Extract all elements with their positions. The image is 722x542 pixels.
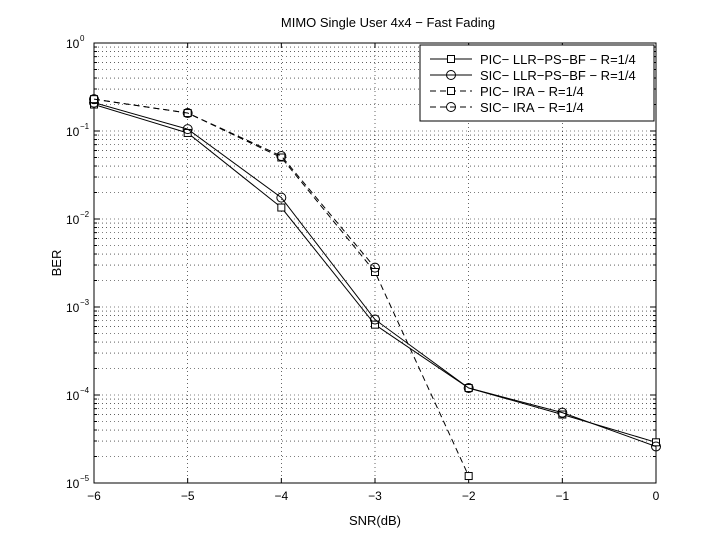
y-tick-label-exp: 0 [80,34,85,43]
data-point-square [277,203,286,212]
data-point-circle [182,108,193,119]
data-point-square [90,95,98,104]
y-tick-label-base: 10 [66,301,80,315]
y-axis-label: BER [49,250,64,277]
legend-swatch-marker [447,55,455,63]
legend-label: SIC− IRA − R=1/4 [480,100,584,115]
series-layer [89,94,661,481]
data-point-square [371,320,379,329]
y-tick-label-exp: −3 [80,298,90,307]
x-tick-label: −5 [181,489,195,503]
x-axis-label: SNR(dB) [349,513,401,528]
legend-label: PIC− IRA − R=1/4 [480,84,584,99]
y-tick-label-base: 10 [66,213,80,227]
data-point-circle [651,441,661,452]
data-point-circle [89,94,99,105]
series-line [93,102,657,447]
data-point-square [558,410,567,419]
x-tick-label: −2 [462,489,476,503]
data-point-circle [463,383,474,394]
data-point-circle [276,150,287,161]
legend-box [419,44,655,122]
legend-swatch-marker [446,102,456,112]
x-tick-label: 0 [653,489,660,503]
y-tick-label-exp: −5 [80,474,90,483]
data-point-circle [182,124,193,135]
series-line [93,98,376,268]
series-4 [89,94,380,273]
legend-label: PIC− LLR−PS−BF − R=1/4 [480,52,636,67]
y-tick-label-base: 10 [66,125,80,139]
y-tick-label-base: 10 [66,389,80,403]
y-tick-label-exp: −2 [80,210,90,219]
y-tick-label-exp: −4 [80,386,90,395]
x-tick-label: −6 [87,489,101,503]
x-tick-label: −4 [274,489,288,503]
data-point-square [464,472,473,481]
y-tick-label-exp: −1 [80,122,90,131]
legend-swatch-marker [446,70,456,80]
x-tick-label: −3 [368,489,382,503]
y-tick-label-base: 10 [66,477,80,491]
data-point-circle [276,192,287,203]
series-2 [89,97,661,452]
y-tick-label-base: 10 [66,37,80,51]
data-point-circle [370,314,380,325]
x-tick-label: −1 [555,489,569,503]
data-point-circle [370,262,380,273]
legend-label: SIC− LLR−PS−BF − R=1/4 [480,68,636,83]
x-axis: −6 −5 −4 −3 −2 −1 0 [87,43,660,503]
chart-title: MIMO Single User 4x4 − Fast Fading [281,15,495,30]
legend-swatch-marker [447,87,455,95]
data-point-circle [557,407,568,418]
